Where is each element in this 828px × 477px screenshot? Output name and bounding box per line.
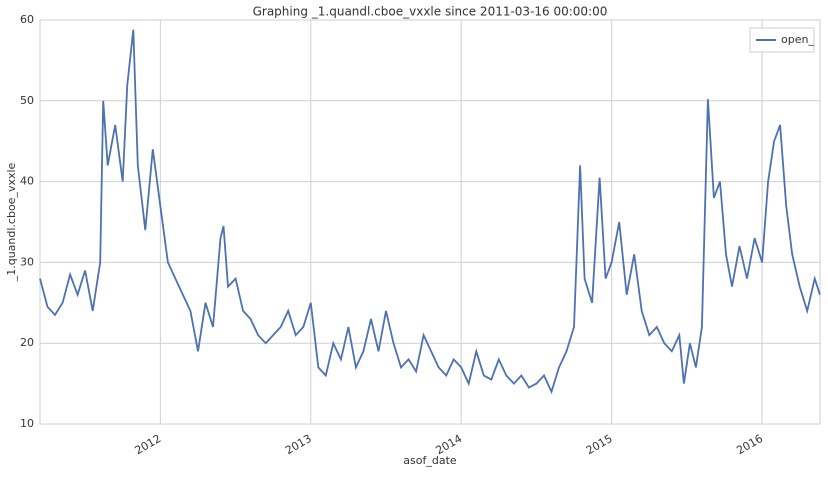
data-line — [39, 29, 821, 395]
y-tick-label: 40 — [20, 175, 34, 188]
chart-title: Graphing _1.quandl.cboe_vxxle since 2011… — [253, 5, 608, 19]
x-tick-label: 2012 — [133, 432, 164, 457]
plot-frame — [39, 19, 821, 425]
y-tick-label: 10 — [20, 417, 34, 430]
x-axis-label: asof_date — [403, 454, 457, 467]
x-tick-label: 2015 — [584, 432, 615, 457]
legend-label: open_ — [781, 33, 814, 46]
x-tick-label: 2016 — [734, 432, 765, 457]
y-tick-label: 20 — [20, 336, 34, 349]
y-tick-label: 50 — [20, 94, 34, 107]
y-tick-label: 30 — [20, 255, 34, 268]
y-axis-label: _1.quandl.cboe_vxxle — [5, 162, 18, 282]
x-tick-label: 2013 — [283, 432, 314, 457]
y-tick-label: 60 — [20, 13, 34, 26]
